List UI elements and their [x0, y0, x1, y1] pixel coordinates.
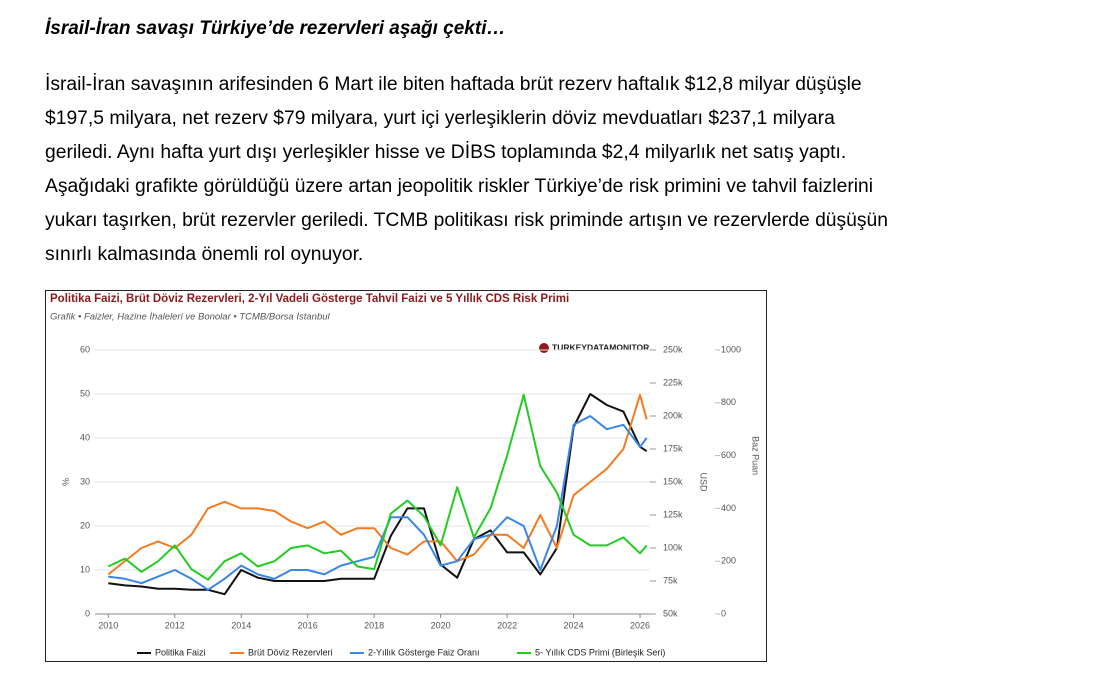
series-line [108, 393, 648, 596]
text-line: İsrail-İran savaşının arifesinden 6 Mart… [45, 74, 862, 95]
paragraph: İsrail-İran savaşının arifesinden 6 Mart… [45, 68, 888, 272]
y-tick-label: 50 [80, 388, 90, 398]
y3-tick-label: 200 [721, 556, 736, 566]
y2-tick-label: 175k [663, 443, 683, 453]
x-tick-label: 2010 [98, 620, 118, 630]
chart-subtitle: Grafik • Faizler, Hazine İhaleleri ve Bo… [50, 312, 331, 323]
legend-label: 5- Yıllık CDS Primi (Birleşik Seri) [535, 647, 665, 657]
chart-title: Politika Faizi, Brüt Döviz Rezervleri, 2… [50, 293, 569, 305]
y2-tick-label: 75k [663, 575, 678, 585]
y-axis-label: % [61, 478, 71, 486]
y2-tick-label: 125k [663, 509, 683, 519]
heading: İsrail-İran savaşı Türkiye’de rezervleri… [45, 18, 506, 39]
chart: Politika Faizi, Brüt Döviz Rezervleri, 2… [45, 290, 767, 662]
y3-tick-label: 1000 [721, 344, 741, 354]
y-tick-label: 20 [80, 520, 90, 530]
x-tick-label: 2026 [630, 620, 650, 630]
x-tick-label: 2014 [231, 620, 251, 630]
x-tick-label: 2024 [564, 620, 584, 630]
chart-frame [45, 290, 767, 662]
y3-tick-label: 400 [721, 503, 736, 513]
legend-label: 2-Yıllık Gösterge Faiz Oranı [368, 647, 480, 657]
y2-tick-label: 225k [663, 377, 683, 387]
text-line: $197,5 milyara, net rezerv $79 milyara, … [45, 108, 835, 129]
x-tick-label: 2012 [165, 620, 185, 630]
y3-tick-label: 0 [721, 608, 726, 618]
y-tick-label: 10 [80, 564, 90, 574]
y3-tick-label: 600 [721, 450, 736, 460]
series-line [108, 415, 648, 591]
text-line: sınırlı kalmasında önemli rol oynuyor. [45, 244, 364, 265]
x-tick-label: 2018 [364, 620, 384, 630]
x-tick-label: 2016 [298, 620, 318, 630]
legend-label: Brüt Döviz Rezervleri [248, 647, 333, 657]
y-tick-label: 30 [80, 476, 90, 486]
y2-tick-label: 200k [663, 410, 683, 420]
x-tick-label: 2022 [497, 620, 517, 630]
y2-tick-label: 100k [663, 542, 683, 552]
y2-axis-label: USD [699, 472, 709, 492]
series-line [107, 393, 648, 581]
y-tick-label: 40 [80, 432, 90, 442]
x-tick-label: 2020 [431, 620, 451, 630]
watermark: TURKEYDATAMONITOR [552, 342, 649, 352]
text-line: yukarı taşırken, brüt rezervler geriledi… [45, 210, 888, 231]
y-tick-label: 0 [85, 608, 90, 618]
y3-tick-label: 800 [721, 397, 736, 407]
text-line: geriledi. Aynı hafta yurt dışı yerleşikl… [45, 142, 847, 163]
y3-axis-label: Baz Puan [751, 436, 761, 475]
legend-label: Politika Faizi [155, 647, 206, 657]
text-line: Aşağıdaki grafikte görüldüğü üzere artan… [45, 176, 874, 197]
y2-tick-label: 150k [663, 476, 683, 486]
y2-tick-label: 50k [663, 608, 678, 618]
y2-tick-label: 250k [663, 344, 683, 354]
logo-icon [539, 343, 549, 353]
y-tick-label: 60 [80, 344, 90, 354]
